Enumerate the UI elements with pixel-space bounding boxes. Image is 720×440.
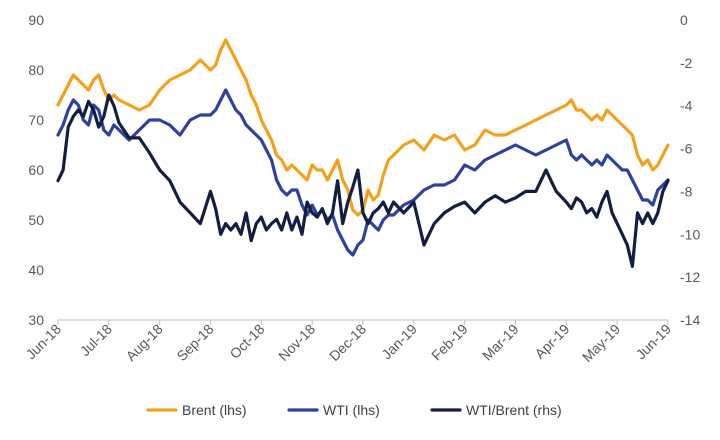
x-tick-label: Mar-19	[479, 321, 522, 364]
x-axis	[57, 319, 669, 325]
right-tick-label: 0	[680, 12, 688, 28]
x-tick-label: Apr-19	[531, 321, 572, 362]
x-tick-label: Jun-19	[633, 321, 675, 363]
x-tick-label: Feb-19	[428, 321, 471, 364]
right-tick-label: -14	[680, 312, 700, 328]
x-tick-label: Nov-18	[275, 321, 318, 364]
x-tick-label: Dec-18	[326, 321, 369, 364]
left-tick-label: 30	[28, 312, 44, 328]
series-line-0	[56, 38, 670, 217]
legend-label-0: Brent (lhs)	[182, 402, 247, 418]
x-tick-label: May-19	[579, 321, 623, 365]
legend: Brent (lhs) WTI (lhs) WTI/Brent (rhs)	[146, 402, 562, 418]
series-line-2	[56, 93, 670, 268]
right-tick-label: -4	[680, 98, 693, 114]
left-tick-label: 50	[28, 212, 44, 228]
left-tick-label: 90	[28, 12, 44, 28]
x-tick-label: Sep-18	[173, 321, 216, 364]
left-tick-label: 80	[28, 62, 44, 78]
right-axis-ticks: -14 -12 -10 -8 -6 -4 -2 0	[680, 12, 700, 328]
right-tick-label: -8	[680, 183, 693, 199]
x-tick-label: Aug-18	[123, 321, 166, 364]
x-axis-ticks: Jun-18 Jul-18 Aug-18 Sep-18 Oct-18 Nov-18 Dec-…	[23, 321, 675, 365]
series-lines	[56, 38, 670, 268]
left-tick-label: 70	[28, 112, 44, 128]
x-tick-label: Jan-19	[378, 321, 420, 363]
series-line-1	[56, 88, 670, 257]
right-tick-label: -10	[680, 226, 700, 242]
right-tick-label: -12	[680, 269, 700, 285]
legend-label-2: WTI/Brent (rhs)	[466, 402, 562, 418]
x-tick-label: Jul-18	[77, 321, 115, 359]
legend-label-1: WTI (lhs)	[323, 402, 380, 418]
right-tick-label: -6	[680, 141, 693, 157]
left-axis-ticks: 30 40 50 60 70 80 90	[28, 12, 44, 328]
left-tick-label: 40	[28, 262, 44, 278]
x-tick-label: Oct-18	[226, 321, 267, 362]
right-tick-label: -2	[680, 55, 693, 71]
left-tick-label: 60	[28, 162, 44, 178]
